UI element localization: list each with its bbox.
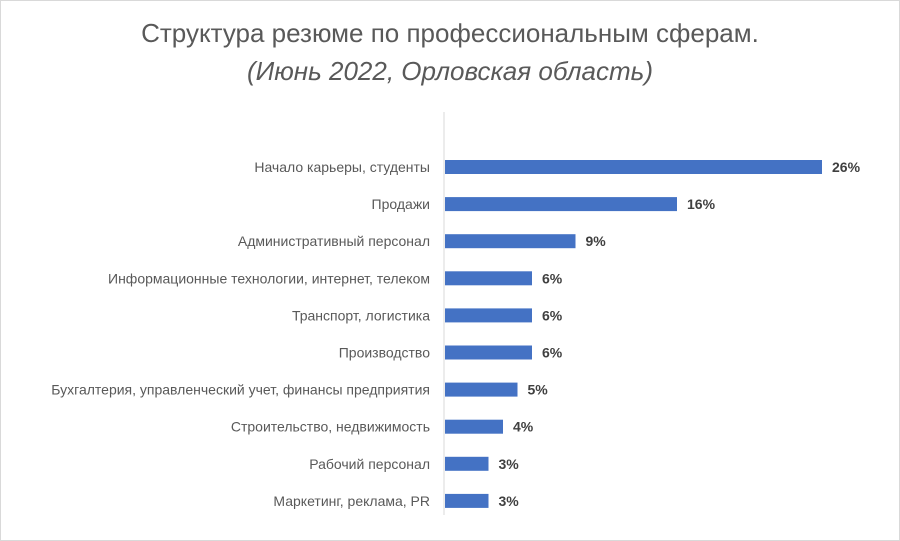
category-label: Начало карьеры, студенты — [254, 159, 430, 175]
category-label: Рабочий персонал — [309, 456, 430, 472]
bar — [445, 493, 489, 508]
category-label: Административный персонал — [238, 233, 430, 249]
category-label: Информационные технологии, интернет, тел… — [108, 270, 430, 286]
category-label: Транспорт, логистика — [292, 307, 430, 323]
bar — [445, 382, 518, 397]
category-label: Маркетинг, реклама, PR — [273, 493, 430, 509]
data-label: 16% — [687, 196, 716, 212]
category-label: Производство — [339, 345, 430, 361]
data-label: 26% — [832, 159, 861, 175]
data-label: 3% — [499, 456, 520, 472]
bar — [445, 160, 822, 174]
data-label: 6% — [542, 307, 563, 323]
bar — [445, 197, 677, 212]
bar — [445, 234, 576, 249]
chart-subtitle: (Июнь 2022, Орловская область) — [246, 56, 653, 86]
bar — [445, 345, 532, 360]
data-label: 3% — [499, 493, 520, 509]
bar — [445, 271, 532, 286]
data-label: 4% — [513, 419, 534, 435]
chart-title: Структура резюме по профессиональным сфе… — [141, 18, 759, 48]
bar — [445, 308, 532, 323]
data-label: 6% — [542, 270, 563, 286]
category-label: Строительство, недвижимость — [231, 419, 430, 435]
data-label: 5% — [528, 382, 549, 398]
bar — [445, 419, 503, 434]
bar — [445, 456, 489, 471]
category-label: Бухгалтерия, управленческий учет, финанс… — [51, 382, 430, 398]
data-label: 6% — [542, 345, 563, 361]
data-label: 9% — [586, 233, 607, 249]
category-label: Продажи — [372, 196, 430, 212]
